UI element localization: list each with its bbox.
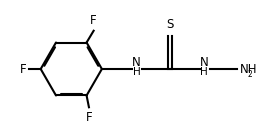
Text: F: F	[20, 63, 27, 75]
Text: N: N	[132, 56, 141, 69]
Text: H: H	[133, 67, 140, 77]
Text: H: H	[200, 67, 208, 77]
Text: S: S	[166, 18, 174, 31]
Text: F: F	[90, 14, 97, 27]
Text: NH: NH	[240, 63, 257, 75]
Text: F: F	[86, 111, 92, 124]
Text: N: N	[200, 56, 209, 69]
Text: 2: 2	[248, 70, 252, 79]
